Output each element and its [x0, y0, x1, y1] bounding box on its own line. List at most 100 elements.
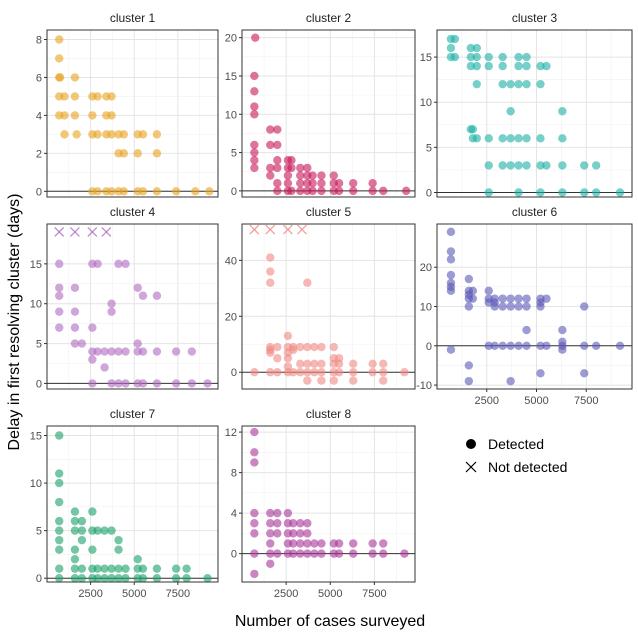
data-point	[379, 368, 388, 377]
data-point	[114, 564, 123, 573]
data-point	[70, 554, 80, 564]
data-point	[114, 379, 123, 388]
data-point	[70, 564, 80, 573]
data-point	[296, 342, 305, 352]
data-point	[60, 130, 69, 139]
data-point	[498, 52, 507, 62]
data-point	[93, 347, 102, 356]
data-point	[296, 549, 305, 558]
data-point	[114, 347, 123, 356]
data-point	[317, 368, 326, 377]
data-point	[329, 171, 338, 180]
data-point	[77, 564, 87, 573]
panel-title: cluster 4	[110, 205, 156, 219]
data-point	[296, 539, 305, 548]
data-point	[522, 61, 531, 71]
data-point	[400, 368, 409, 377]
data-point	[114, 545, 123, 554]
data-point	[121, 379, 130, 388]
data-point	[400, 549, 409, 558]
data-point	[205, 187, 214, 196]
data-point	[542, 161, 551, 170]
data-point	[191, 187, 200, 196]
data-point	[522, 161, 531, 170]
data-point	[484, 298, 493, 307]
data-point	[498, 294, 507, 303]
data-point	[464, 376, 474, 386]
x-tick-label: 7500	[574, 395, 598, 407]
data-point	[266, 171, 275, 180]
data-point	[288, 529, 298, 538]
data-point	[317, 171, 326, 180]
data-point	[506, 134, 515, 143]
data-point	[484, 188, 493, 197]
cross-stroke	[249, 224, 260, 235]
data-point	[93, 187, 102, 196]
data-point	[522, 134, 531, 143]
panel-border	[241, 223, 416, 390]
y-tick-label: 8	[231, 468, 237, 480]
data-point	[506, 79, 515, 89]
data-point	[334, 539, 344, 548]
data-point	[152, 130, 162, 139]
data-point	[303, 278, 312, 287]
data-point	[468, 294, 478, 303]
data-point	[368, 179, 377, 188]
data-point	[310, 342, 319, 352]
y-tick-label: 15	[420, 52, 432, 64]
data-point	[251, 33, 260, 42]
data-point	[152, 347, 162, 356]
data-point	[70, 323, 80, 332]
data-point	[317, 549, 326, 558]
data-point	[536, 79, 545, 89]
data-point	[250, 569, 259, 579]
data-point	[60, 111, 69, 120]
cross-marker	[69, 227, 80, 237]
data-point	[93, 564, 102, 573]
panel-cluster-3: cluster 3 0 5 10 15	[420, 11, 633, 199]
data-point	[100, 573, 109, 583]
data-point	[266, 163, 275, 173]
data-point	[138, 564, 148, 573]
data-point	[310, 359, 319, 369]
data-point	[468, 125, 478, 134]
panel-border	[46, 223, 219, 390]
data-point	[522, 52, 531, 62]
data-point	[273, 354, 282, 363]
panel-cluster-5: cluster 5 0 20 40	[225, 205, 416, 390]
data-point	[107, 187, 116, 196]
y-tick-label: 6	[36, 72, 42, 84]
data-point	[468, 286, 478, 295]
data-point	[250, 71, 259, 81]
data-point	[506, 107, 515, 116]
data-point	[266, 125, 275, 134]
data-point	[187, 379, 197, 388]
x-tick-label: 7500	[166, 588, 190, 600]
data-point	[55, 545, 64, 554]
data-point	[349, 539, 358, 548]
data-point	[303, 163, 312, 173]
data-point	[107, 299, 116, 308]
data-point	[288, 519, 298, 528]
data-point	[107, 573, 116, 583]
data-point	[121, 564, 130, 573]
data-point	[514, 161, 523, 170]
data-point	[152, 564, 162, 573]
data-point	[472, 134, 481, 143]
data-point	[171, 379, 181, 388]
data-point	[55, 564, 64, 573]
y-tick-label: 10	[30, 299, 42, 311]
data-point	[273, 508, 282, 518]
data-point	[498, 341, 507, 350]
panel-border	[436, 29, 633, 198]
data-point	[119, 187, 128, 196]
data-point	[484, 286, 493, 295]
data-point	[100, 347, 109, 356]
data-point	[522, 302, 531, 311]
data-point	[536, 188, 545, 197]
data-point	[334, 359, 344, 369]
data-point	[88, 111, 97, 120]
data-point	[466, 52, 476, 62]
